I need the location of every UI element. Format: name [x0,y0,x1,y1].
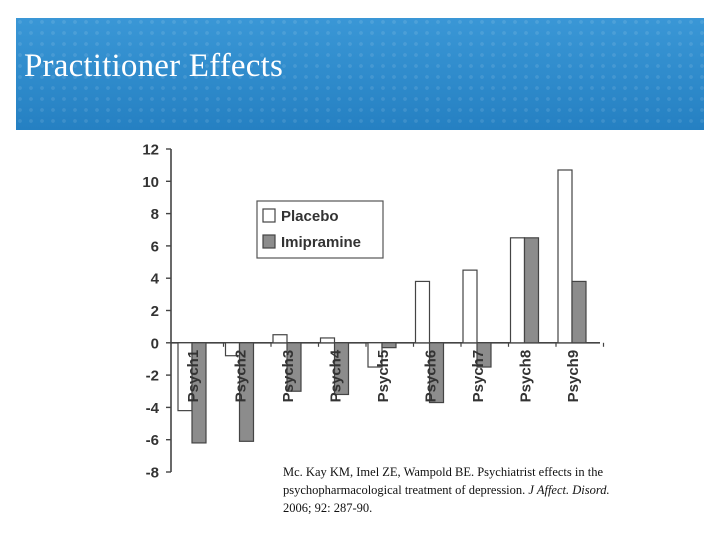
bar-placebo [319,337,336,344]
y-tick-label: 8 [151,206,159,223]
bar-imipramine [428,342,445,404]
bar-imipramine [191,342,207,444]
legend-box [256,200,384,259]
citation: Mc. Kay KM, Imel ZE, Wampold BE. Psychia… [283,463,663,517]
x-category-label: Psych6 [423,350,440,403]
slide-title: Practitioner Effects [24,48,284,84]
title-banner: Practitioner Effects [16,18,704,130]
x-category-label: Psych7 [470,350,487,403]
y-tick-label: 0 [151,335,159,352]
x-category-label: Psych2 [233,350,250,403]
x-category-label: Psych4 [328,349,345,402]
citation-line-1: Mc. Kay KM, Imel ZE, Wampold BE. Psychia… [283,465,604,479]
bar-imipramine [523,237,540,344]
bar-placebo [462,269,478,344]
bar-imipramine [381,342,397,349]
legend-label: Placebo [281,208,339,225]
y-tick-label: -2 [146,368,159,385]
bar-placebo [367,342,383,368]
x-category-label: Psych5 [375,350,392,403]
bar-imipramine [333,342,350,396]
y-tick-label: 2 [151,303,159,320]
bar-placebo [272,334,288,344]
citation-line-3: 2006; 92: 287-90. [283,501,373,515]
bar-placebo [509,237,526,344]
x-category-label: Psych9 [565,350,582,403]
citation-journal: J Affect. Disord. [528,483,610,497]
legend-label: Imipramine [281,234,361,251]
legend-swatch [262,234,276,249]
x-category-label: Psych8 [518,350,535,403]
y-tick-label: 10 [142,174,159,191]
x-category-label: Psych3 [280,350,297,403]
y-tick-label: -6 [146,432,159,449]
bar-imipramine [571,280,587,344]
bar-imipramine [286,342,302,392]
x-category-label: Psych1 [185,350,202,403]
y-tick-label: -4 [146,400,160,417]
bar-placebo [414,280,431,344]
bar-placebo [557,169,573,344]
legend-swatch [262,208,276,223]
y-tick-label: 12 [142,142,159,159]
bar-imipramine [238,342,255,442]
y-tick-label: 4 [151,271,160,288]
citation-line-2: psychopharmacological treatment of depre… [283,483,529,497]
y-tick-label: -8 [146,465,159,482]
y-tick-label: 6 [151,238,159,255]
bar-imipramine [476,342,492,368]
